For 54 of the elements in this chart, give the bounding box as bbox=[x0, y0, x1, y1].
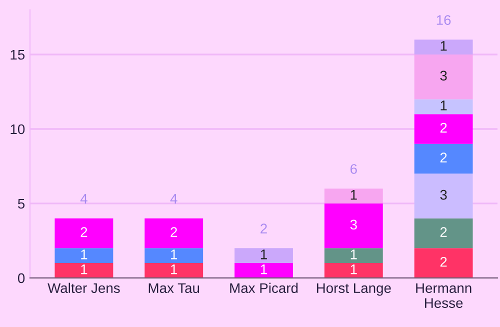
x-tick-label: Walter Jens bbox=[48, 282, 120, 294]
bar bbox=[54, 248, 114, 264]
x-tick-label: Max Picard bbox=[230, 282, 298, 294]
bar bbox=[144, 263, 204, 278]
data-label: 1 bbox=[440, 41, 447, 51]
data-label: 2 bbox=[440, 227, 447, 237]
data-label: 2 bbox=[440, 152, 447, 162]
data-label: 2 bbox=[440, 256, 447, 267]
bar bbox=[414, 99, 473, 114]
bar bbox=[144, 248, 204, 264]
bar bbox=[234, 248, 293, 264]
bar bbox=[414, 54, 473, 100]
data-label: 2 bbox=[440, 122, 447, 133]
bar bbox=[414, 114, 473, 144]
bar bbox=[324, 263, 383, 278]
bar bbox=[54, 263, 114, 278]
data-label: 1 bbox=[350, 190, 357, 200]
bar bbox=[324, 203, 383, 248]
bar bbox=[324, 188, 383, 204]
total-label: 2 bbox=[260, 224, 267, 234]
bar bbox=[414, 40, 473, 54]
bar bbox=[414, 174, 473, 218]
data-label: 1 bbox=[81, 250, 88, 260]
total-label: 4 bbox=[170, 194, 178, 204]
bar bbox=[414, 248, 473, 278]
x-tick-label: Max Tau bbox=[148, 283, 200, 294]
data-label: 1 bbox=[81, 264, 88, 274]
data-label: 2 bbox=[80, 227, 88, 237]
y-tick-label: 0 bbox=[18, 273, 25, 284]
total-label: 4 bbox=[80, 194, 88, 204]
bar bbox=[144, 218, 204, 248]
data-label: 1 bbox=[440, 100, 447, 110]
total-label: 16 bbox=[436, 15, 451, 25]
bar bbox=[324, 248, 383, 264]
data-label: 3 bbox=[440, 70, 447, 81]
data-label: 1 bbox=[350, 250, 357, 260]
data-label: 1 bbox=[260, 264, 267, 274]
data-label: 1 bbox=[171, 264, 178, 274]
data-label: 1 bbox=[171, 250, 178, 260]
bar bbox=[414, 144, 473, 174]
x-tick-label: Hermann Hesse bbox=[416, 283, 472, 308]
data-label: 3 bbox=[440, 190, 447, 200]
bar bbox=[414, 218, 473, 248]
y-tick-label: 5 bbox=[18, 198, 25, 209]
y-tick-label: 15 bbox=[10, 50, 25, 60]
data-label: 3 bbox=[350, 220, 357, 230]
data-label: 1 bbox=[350, 264, 357, 274]
total-label: 6 bbox=[350, 164, 357, 174]
y-tick-label: 10 bbox=[10, 124, 25, 134]
data-label: 2 bbox=[170, 227, 178, 237]
data-label: 1 bbox=[260, 250, 267, 260]
x-tick-label: Horst Lange bbox=[316, 283, 391, 296]
bar bbox=[54, 218, 114, 248]
bar bbox=[234, 263, 293, 278]
